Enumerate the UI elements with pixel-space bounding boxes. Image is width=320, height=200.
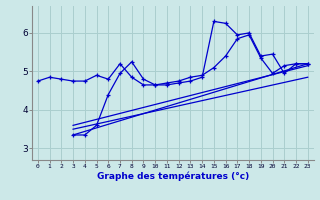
X-axis label: Graphe des températures (°c): Graphe des températures (°c) [97, 172, 249, 181]
